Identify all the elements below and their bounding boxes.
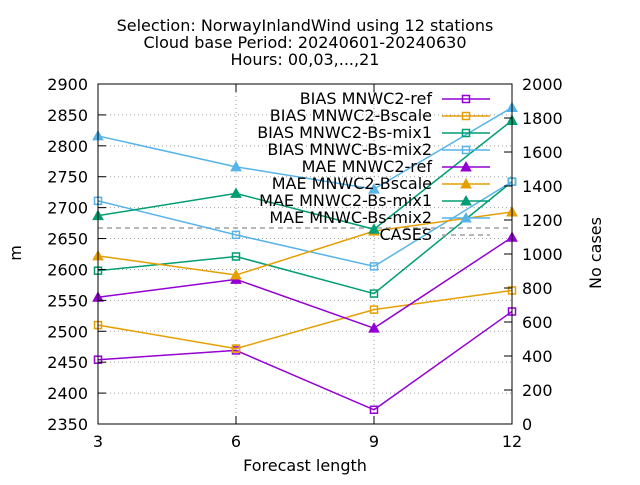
- y2-axis-label: No cases: [586, 217, 605, 289]
- legend-label-bias-mnwc2-bscale: BIAS MNWC2-Bscale: [270, 106, 432, 125]
- legend-entry-bias-mnwc2-bs-mix1: BIAS MNWC2-Bs-mix1: [257, 123, 490, 142]
- title-line-3: Hours: 00,03,...,21: [231, 50, 380, 69]
- data-point-bias-mnwc-bs-mix2: [231, 230, 241, 240]
- data-point-bias-mnwc2-bs-mix1: [231, 252, 241, 261]
- y2-tick-label: 1400: [522, 177, 563, 196]
- legend-marker-bias-mnwc2-bs-mix1: [461, 128, 471, 138]
- series-line-mae-mnwc2-bscale: [97, 211, 513, 276]
- legend-entry-mae-mnwc2-bscale: MAE MNWC2-Bscale: [272, 174, 490, 193]
- legend-label-bias-mnwc-bs-mix2: BIAS MNWC-Bs-mix2: [267, 140, 432, 159]
- y-tick-label: 2650: [47, 230, 88, 249]
- y2-tick-label: 1800: [522, 109, 563, 128]
- y-tick-label: 2550: [47, 291, 88, 310]
- legend-entry-mae-mnwc-bs-mix2: MAE MNWC-Bs-mix2: [269, 208, 490, 227]
- series-line-mae-mnwc2-ref: [97, 236, 513, 330]
- y2-tick-label: 600: [522, 313, 553, 332]
- y-tick-label: 2900: [47, 75, 88, 94]
- legend-entry-cases: CASES: [379, 225, 490, 244]
- data-point-bias-mnwc2-ref: [369, 405, 379, 415]
- y-tick-label: 2500: [47, 322, 88, 341]
- series-bias-mnwc2-ref: [93, 307, 517, 415]
- y-tick-label: 2750: [47, 168, 88, 187]
- data-point-bias-mnwc2-bscale: [369, 305, 379, 314]
- data-point-bias-mnwc2-bs-mix1: [369, 289, 379, 298]
- data-point-mae-mnwc2-bscale: [230, 268, 242, 280]
- series-line-bias-mnwc2-bscale: [97, 289, 513, 350]
- series-mae-mnwc2-ref: [92, 231, 518, 333]
- grid: [98, 84, 512, 424]
- legend-label-mae-mnwc2-bscale: MAE MNWC2-Bscale: [272, 174, 432, 193]
- y-tick-label: 2700: [47, 199, 88, 218]
- data-point-bias-mnwc2-bscale: [231, 344, 241, 353]
- axis-ticks: 2350 2400 2450 2500 2550 2600 2650 2700 2750 2800…: [47, 75, 562, 451]
- legend-entry-bias-mnwc2-bscale: BIAS MNWC2-Bscale: [270, 106, 490, 125]
- y2-tick-label: 2000: [522, 75, 563, 94]
- legend-entry-mae-mnwc2-bs-mix1: MAE MNWC2-Bs-mix1: [259, 191, 490, 210]
- y2-tick-label: 1200: [522, 211, 563, 230]
- x-tick-label: 6: [231, 432, 241, 451]
- data-point-mae-mnwc-bs-mix2: [230, 160, 242, 172]
- series-line-bias-mnwc-bs-mix2: [97, 181, 513, 268]
- legend-marker-mae-mnwc2-ref: [460, 160, 472, 172]
- data-point-mae-mnwc2-bs-mix1: [368, 223, 380, 234]
- data-point-mae-mnwc2-ref: [368, 322, 380, 333]
- y2-tick-label: 0: [522, 415, 532, 434]
- y-axis-label: m: [6, 245, 25, 261]
- y-tick-label: 2400: [47, 384, 88, 403]
- y2-tick-label: 800: [522, 279, 553, 298]
- x-axis-label: Forecast length: [243, 456, 367, 475]
- legend-entry-bias-mnwc2-ref: BIAS MNWC2-ref: [300, 89, 490, 108]
- y2-tick-label: 200: [522, 381, 553, 400]
- legend-marker-bias-mnwc2-bscale: [461, 111, 471, 121]
- legend-entry-mae-mnwc2-ref: MAE MNWC2-ref: [302, 157, 490, 176]
- legend-label-cases: CASES: [379, 225, 432, 244]
- x-tick-label: 3: [93, 432, 103, 451]
- x-tick-label: 12: [502, 432, 522, 451]
- series-line-bias-mnwc2-ref: [97, 310, 513, 411]
- legend-label-mae-mnwc2-bs-mix1: MAE MNWC2-Bs-mix1: [259, 191, 432, 210]
- legend-label-bias-mnwc2-ref: BIAS MNWC2-ref: [300, 89, 433, 108]
- legend-label-mae-mnwc2-ref: MAE MNWC2-ref: [302, 157, 433, 176]
- y-tick-label: 2850: [47, 106, 88, 125]
- title-line-2: Cloud base Period: 20240601-20240630: [143, 33, 466, 52]
- legend-marker-mae-mnwc-bs-mix2: [460, 211, 472, 223]
- legend-label-mae-mnwc-bs-mix2: MAE MNWC-Bs-mix2: [269, 208, 432, 227]
- y2-tick-label: 400: [522, 347, 553, 366]
- legend-marker-bias-mnwc2-ref: [461, 94, 471, 104]
- y-tick-label: 2450: [47, 353, 88, 372]
- data-point-mae-mnwc-bs-mix2: [368, 183, 380, 194]
- series-line-bias-mnwc2-bs-mix1: [97, 181, 513, 295]
- data-point-mae-mnwc2-bs-mix1: [230, 187, 242, 198]
- y-tick-label: 2800: [47, 137, 88, 156]
- legend-marker-mae-mnwc2-bs-mix1: [460, 194, 472, 206]
- legend-marker-bias-mnwc-bs-mix2: [461, 145, 471, 155]
- y-tick-label: 2600: [47, 260, 88, 279]
- data-point-bias-mnwc-bs-mix2: [369, 262, 379, 271]
- legend-entry-bias-mnwc-bs-mix2: BIAS MNWC-Bs-mix2: [267, 140, 490, 159]
- series-line-mae-mnwc-bs-mix2: [97, 106, 513, 190]
- series-mae-mnwc2-bs-mix1: [92, 114, 518, 234]
- legend-marker-mae-mnwc2-bscale: [460, 177, 472, 189]
- chart-title: Selection: NorwayInlandWind using 12 sta…: [117, 16, 494, 69]
- y-tick-label: 2350: [47, 415, 88, 434]
- legend-label-bias-mnwc2-bs-mix1: BIAS MNWC2-Bs-mix1: [257, 123, 432, 142]
- series-bias-mnwc2-bscale: [93, 286, 517, 353]
- y2-tick-label: 1000: [522, 245, 563, 264]
- title-line-1: Selection: NorwayInlandWind using 12 sta…: [117, 16, 494, 35]
- x-tick-label: 9: [369, 432, 379, 451]
- series-line-mae-mnwc2-bs-mix1: [97, 119, 513, 231]
- y2-tick-label: 1600: [522, 143, 563, 162]
